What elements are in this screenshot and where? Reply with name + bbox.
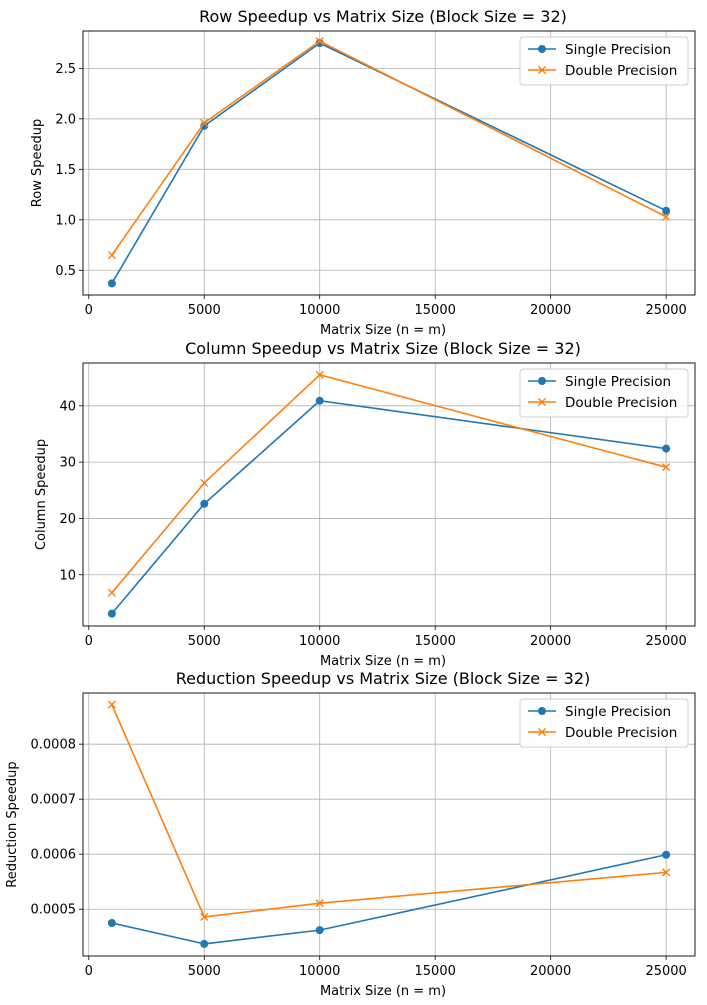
x-tick-label: 15000 — [415, 964, 456, 979]
x-axis-label: Matrix Size (n = m) — [320, 654, 446, 669]
legend: Single Precision Double Precision — [519, 698, 689, 748]
data-point — [107, 700, 116, 709]
x-tick-label: 10000 — [299, 634, 340, 649]
chart-title: Column Speedup vs Matrix Size (Block Siz… — [185, 339, 581, 358]
legend-box — [519, 368, 689, 418]
legend-marker — [538, 707, 546, 715]
x-tick-label: 10000 — [299, 964, 340, 979]
y-tick-label: 0.0007 — [31, 793, 77, 808]
data-point — [200, 499, 209, 508]
x-axis-label: Matrix Size (n = m) — [320, 323, 446, 338]
data-point — [315, 926, 324, 935]
series-line-1 — [111, 399, 667, 615]
legend-label: Single Precision — [565, 374, 671, 390]
y-axis-label: Reduction Speedup — [5, 761, 20, 887]
y-tick-label: 0.0008 — [31, 738, 77, 753]
x-tick-label: 25000 — [645, 303, 686, 318]
data-point — [315, 37, 324, 46]
legend-box — [519, 36, 689, 86]
chart-title: Row Speedup vs Matrix Size (Block Size =… — [199, 7, 567, 26]
legend-label: Double Precision — [565, 395, 677, 411]
y-tick-label: 0.0005 — [31, 903, 77, 918]
legend-marker — [538, 45, 546, 53]
legend-marker — [537, 65, 547, 75]
y-tick-label: 40 — [59, 399, 76, 414]
data-point — [315, 370, 324, 379]
x-tick-label: 0 — [85, 634, 93, 649]
legend-marker — [537, 397, 547, 407]
x-axis-label: Matrix Size (n = m) — [320, 984, 446, 999]
series-line-2 — [111, 40, 667, 256]
data-point — [200, 478, 209, 488]
legend: Single Precision Double Precision — [519, 368, 689, 418]
series-line-1 — [111, 853, 667, 945]
data-point — [107, 609, 116, 618]
series-line-2 — [111, 374, 667, 594]
legend-marker — [538, 377, 546, 385]
y-tick-label: 30 — [59, 456, 76, 471]
data-point — [662, 206, 671, 215]
x-tick-label: 5000 — [188, 964, 221, 979]
axes-frame — [82, 362, 696, 627]
x-tick-label: 25000 — [645, 634, 686, 649]
data-point — [662, 463, 671, 472]
y-axis-label: Column Speedup — [34, 439, 49, 550]
x-tick-label: 10000 — [299, 303, 340, 318]
data-point — [662, 212, 671, 221]
data-point — [107, 918, 116, 927]
y-tick-label: 1.0 — [55, 213, 76, 228]
x-tick-label: 25000 — [645, 964, 686, 979]
axes-frame — [82, 30, 696, 296]
x-tick-label: 5000 — [188, 634, 221, 649]
y-tick-label: 10 — [59, 568, 76, 583]
y-tick-label: 20 — [59, 512, 76, 527]
chart-2: 0 5000 10000 15000 20000 25000 10 20 30 40 Column … — [34, 339, 696, 669]
y-tick-label: 0.0006 — [31, 848, 77, 863]
x-tick-label: 5000 — [188, 303, 221, 318]
x-tick-label: 0 — [85, 303, 93, 318]
y-tick-label: 1.5 — [55, 163, 76, 178]
chart-3: 0 5000 10000 15000 20000 25000 0.0005 0.0006 0.0… — [5, 669, 696, 999]
chart-title: Reduction Speedup vs Matrix Size (Block … — [176, 669, 591, 688]
data-point — [200, 118, 209, 127]
data-point — [315, 396, 324, 405]
data-point — [662, 850, 671, 859]
y-tick-label: 2.5 — [55, 62, 76, 77]
legend-label: Single Precision — [565, 42, 671, 58]
x-tick-label: 15000 — [415, 303, 456, 318]
axes-frame — [82, 692, 696, 957]
y-tick-label: 2.0 — [55, 112, 76, 127]
legend-box — [519, 698, 689, 748]
x-tick-label: 20000 — [530, 634, 571, 649]
data-point — [662, 868, 671, 877]
data-point — [200, 939, 209, 948]
data-point — [107, 279, 116, 288]
y-axis-label: Row Speedup — [30, 119, 45, 207]
data-point — [107, 251, 116, 260]
legend-label: Double Precision — [565, 63, 677, 79]
data-point — [107, 588, 116, 597]
series-line-1 — [111, 42, 667, 284]
legend-marker — [537, 727, 547, 737]
legend-label: Single Precision — [565, 704, 671, 720]
chart-1: 0 5000 10000 15000 20000 25000 0.5 1.0 1.5 2.0 2.5… — [30, 7, 696, 338]
x-tick-label: 20000 — [530, 964, 571, 979]
x-tick-label: 0 — [85, 964, 93, 979]
series-line-2 — [111, 704, 667, 918]
data-point — [662, 444, 671, 453]
data-point — [200, 912, 209, 922]
legend-label: Double Precision — [565, 725, 677, 741]
y-tick-label: 0.5 — [55, 264, 76, 279]
x-tick-label: 20000 — [530, 303, 571, 318]
data-point — [315, 899, 324, 908]
data-point — [315, 39, 324, 48]
legend: Single Precision Double Precision — [519, 36, 689, 86]
x-tick-label: 15000 — [415, 634, 456, 649]
